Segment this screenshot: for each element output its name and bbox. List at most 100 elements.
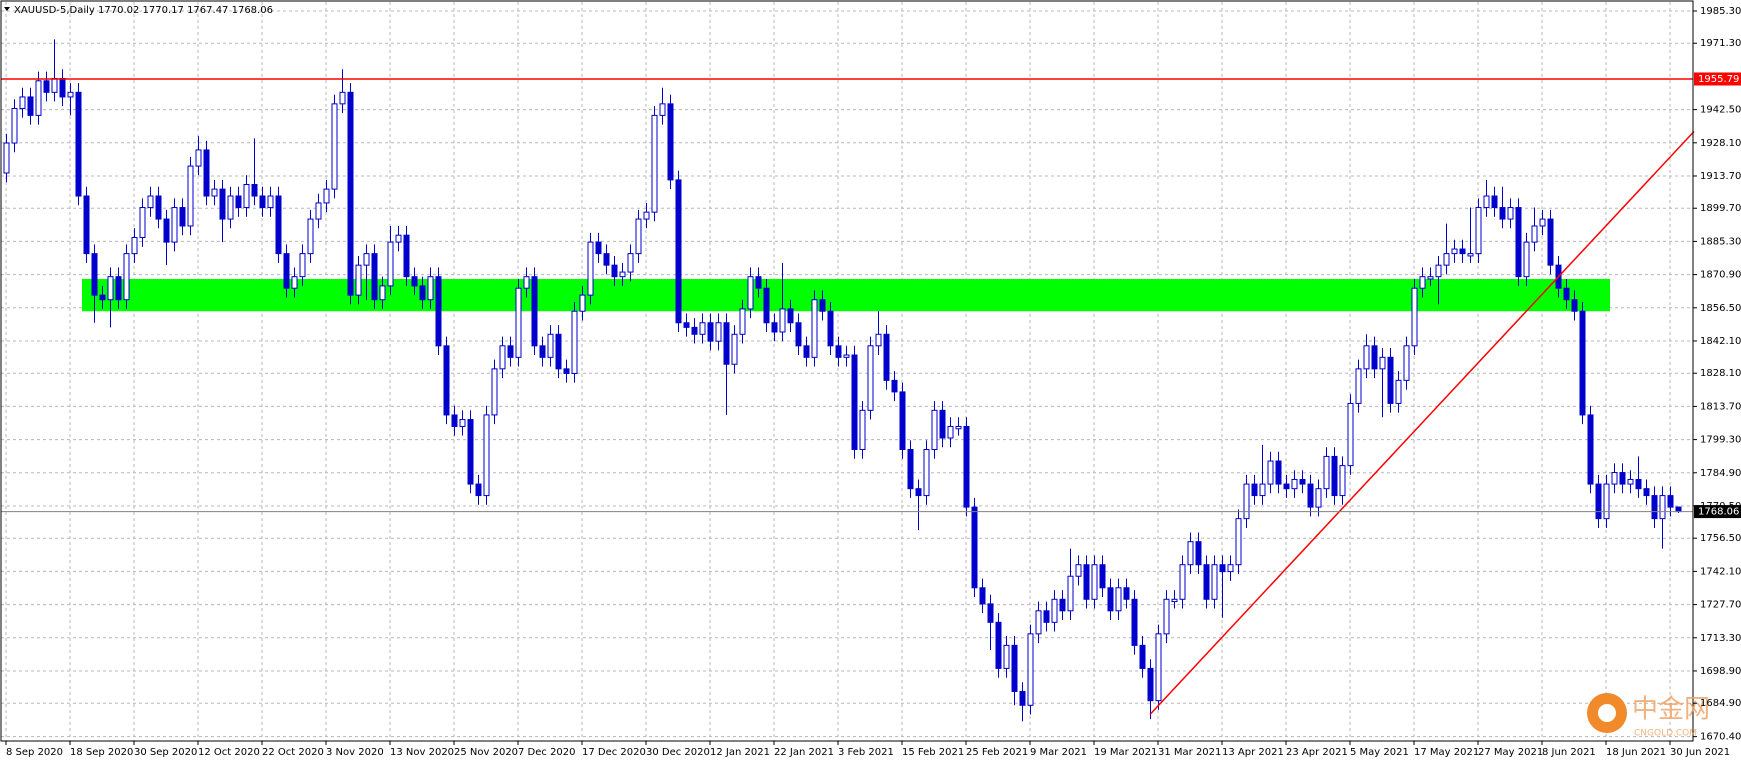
level-label-box (1694, 72, 1741, 86)
candle-body (1379, 356, 1386, 370)
x-tick-label: 22 Jan 2021 (774, 747, 834, 758)
x-tick-label: 17 Dec 2020 (582, 747, 646, 758)
candle-body (227, 195, 234, 220)
candle-body (587, 241, 594, 296)
watermark-site: CNGOLD.COM (1634, 729, 1697, 739)
candle-body (251, 184, 258, 197)
candle-body (739, 308, 746, 335)
x-tick-label: 8 Jun 2021 (1542, 747, 1596, 758)
y-tick-label: 1942.50 (1700, 105, 1741, 116)
candle-body (571, 310, 578, 374)
candle-body (563, 368, 570, 374)
candle-body (539, 345, 546, 358)
candle-body (915, 488, 922, 497)
y-tick-label: 1928.10 (1700, 138, 1741, 149)
y-tick-label: 1856.50 (1700, 303, 1741, 314)
candle-body (27, 96, 34, 116)
candle-body (131, 237, 138, 255)
watermark-name: 中金网 (1632, 695, 1710, 725)
candle-body (803, 345, 810, 358)
candle-body (899, 391, 906, 451)
trendline (1149, 130, 1695, 716)
candle-body (675, 179, 682, 324)
candle-body (347, 91, 354, 296)
y-tick-label: 1971.30 (1700, 38, 1741, 49)
symbol: XAUUSD-5,Daily (14, 5, 95, 16)
x-tick-label: 15 Feb 2021 (902, 747, 964, 758)
candle-body (859, 409, 866, 451)
candle-body (363, 253, 370, 266)
candle-body (299, 253, 306, 278)
candle-body (139, 207, 146, 239)
candle-body (1283, 483, 1290, 490)
candle-body (371, 253, 378, 301)
candle-body (635, 218, 642, 255)
candle-body (219, 188, 226, 220)
candle-body (315, 202, 322, 220)
ohlc: 1770.02 1770.17 1767.47 1768.06 (98, 5, 273, 16)
candle-body (99, 294, 106, 301)
candle-body (1515, 207, 1522, 278)
candle-body (1099, 564, 1106, 589)
candle-body (1331, 455, 1338, 497)
candle-body (291, 276, 298, 289)
candle-body (1443, 253, 1450, 266)
candle-body (3, 142, 10, 174)
candle-body (187, 165, 194, 227)
candle-body (459, 419, 466, 427)
candle-body (771, 322, 778, 333)
candle-body (1539, 218, 1546, 227)
candle-body (1291, 478, 1298, 490)
candle-body (875, 333, 882, 347)
candle-body (1403, 345, 1410, 381)
candle-body (627, 253, 634, 273)
candle-body (1483, 195, 1490, 209)
x-tick-label: 23 Apr 2021 (1286, 747, 1348, 758)
candle-body (1323, 455, 1330, 490)
price-label: 1768.06 (1698, 507, 1739, 518)
x-tick-label: 30 Sep 2020 (134, 747, 197, 758)
candle-body (1371, 345, 1378, 370)
candle-body (1635, 478, 1642, 490)
menu-icon[interactable] (4, 7, 10, 11)
x-tick-label: 17 May 2021 (1414, 747, 1479, 758)
candle-body (579, 294, 586, 312)
candle-body (1059, 598, 1066, 612)
y-tick-label: 1870.90 (1700, 270, 1741, 281)
candle-body (195, 149, 202, 167)
candle-body (323, 188, 330, 204)
candle-body (179, 207, 186, 227)
candle-body (1243, 483, 1250, 520)
y-tick-label: 1899.70 (1700, 203, 1741, 214)
y-tick-label: 1713.30 (1700, 633, 1741, 644)
candle-body (51, 78, 58, 93)
candle-body (595, 241, 602, 255)
candle-body (59, 78, 66, 98)
x-tick-label: 13 Nov 2020 (390, 747, 454, 758)
candle-body (1643, 488, 1650, 497)
candle-body (307, 218, 314, 255)
x-tick-label: 3 Nov 2020 (326, 747, 384, 758)
watermark: 中金网 CNGOLD.COM (1587, 693, 1710, 739)
candle-body (67, 91, 74, 98)
candle-body (1571, 299, 1578, 312)
candle-body (1179, 564, 1186, 600)
candle-body (1115, 587, 1122, 612)
candle-body (1395, 379, 1402, 404)
candle-body (1387, 356, 1394, 404)
candle-body (1547, 218, 1554, 266)
candle-body (1491, 195, 1498, 209)
level-label: 1955.79 (1698, 74, 1739, 85)
candle-body (611, 264, 618, 278)
candle-body (1211, 564, 1218, 600)
candle-body (691, 326, 698, 335)
candle-body (115, 276, 122, 301)
candle-body (1235, 518, 1242, 566)
y-tick-label: 1742.10 (1700, 566, 1741, 577)
plot-border (0, 0, 1694, 742)
candle-body (907, 449, 914, 490)
candle-body (1131, 598, 1138, 646)
candle-body (963, 425, 970, 508)
candle-body (1459, 248, 1466, 255)
